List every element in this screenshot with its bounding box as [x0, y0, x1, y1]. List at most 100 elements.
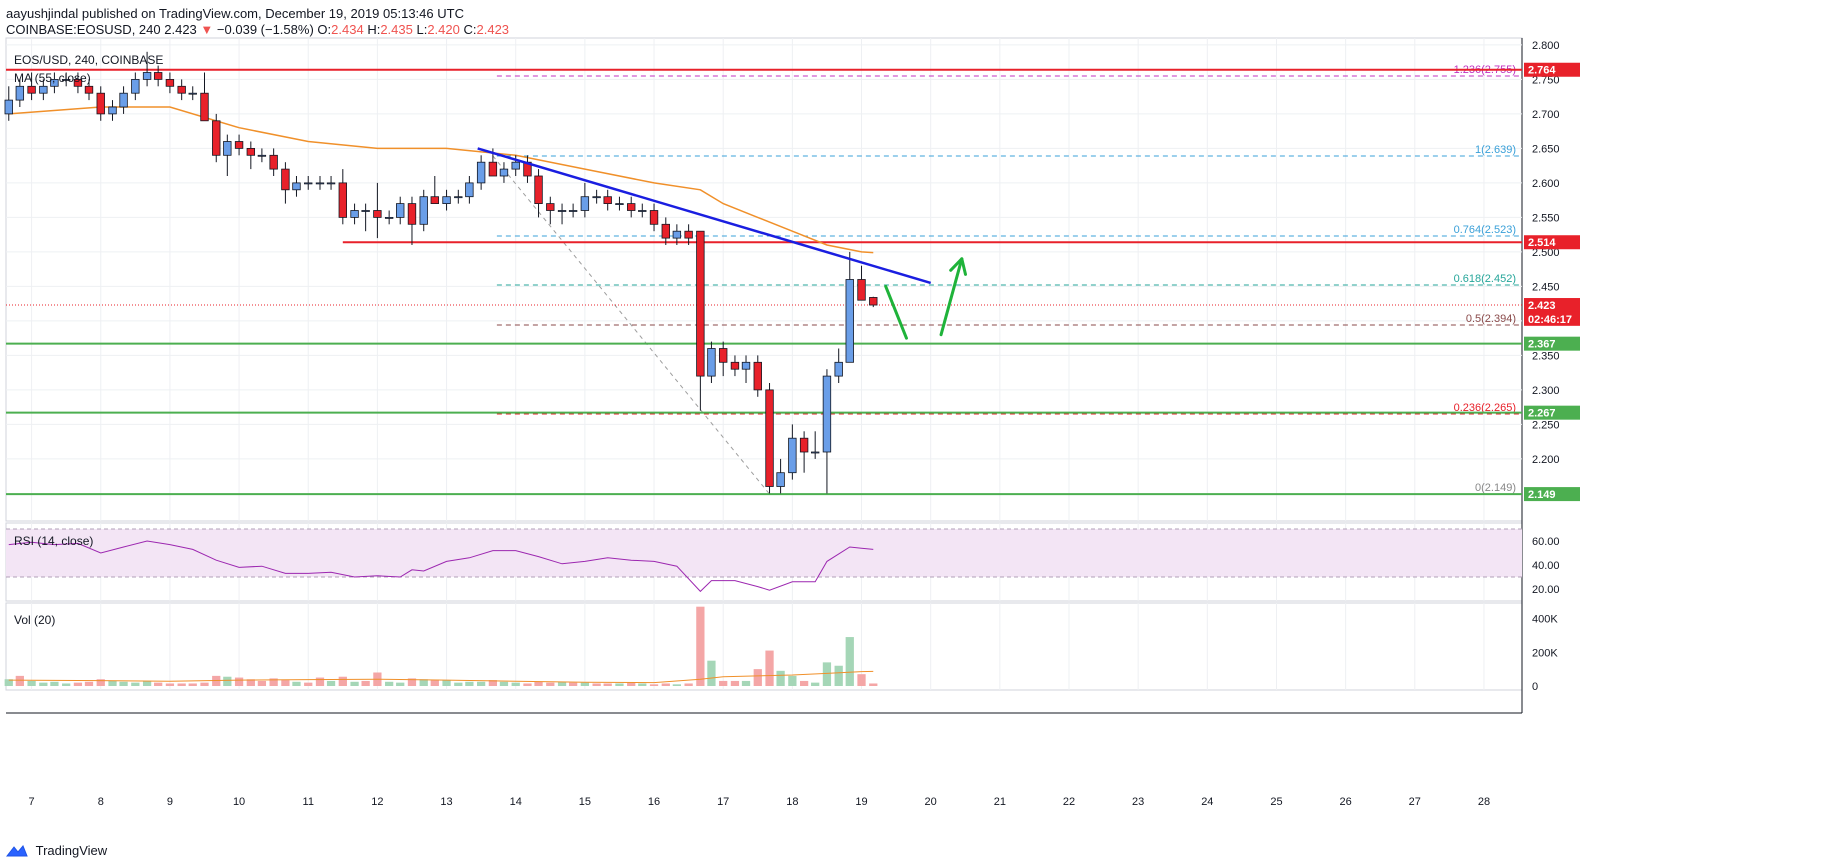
- time-tick-label: 20: [925, 796, 937, 808]
- volume-bar: [361, 680, 370, 686]
- candle: [396, 196, 405, 225]
- volume-bar: [638, 683, 647, 686]
- candle: [96, 86, 105, 121]
- volume-bar: [719, 680, 728, 686]
- price-tags: 2.764 2.514 2.423 02:46:17 2.367 2.267 2.149: [1524, 62, 1580, 502]
- high-value: 2.435: [380, 22, 413, 37]
- price-tag-bg: [1524, 405, 1580, 420]
- volume-bar: [661, 683, 670, 686]
- candle-body: [384, 216, 394, 219]
- rsi-series: [6, 528, 1522, 593]
- author-name[interactable]: aayushjindal: [6, 6, 79, 21]
- candle: [188, 86, 197, 101]
- price-tag: 2.764: [1524, 62, 1580, 77]
- candle-body: [638, 210, 647, 212]
- candle: [419, 189, 428, 232]
- volume-tick-label: 0: [1532, 681, 1538, 693]
- candle: [580, 182, 590, 218]
- candle-body: [234, 141, 244, 149]
- price-tick-label: 2.500: [1532, 247, 1560, 259]
- volume-bar: [223, 676, 232, 686]
- candle-body: [131, 79, 140, 94]
- candle-body: [557, 210, 567, 212]
- candle: [350, 203, 359, 225]
- volume-bar: [811, 682, 820, 686]
- volume-bar: [326, 680, 336, 686]
- volume-bar: [50, 681, 59, 686]
- volume-bar: [568, 682, 578, 686]
- candle-body: [788, 437, 797, 474]
- volume-bar: [269, 678, 278, 686]
- volume-bar: [39, 682, 48, 686]
- price-tag: 2.423: [1524, 298, 1580, 313]
- volume-bar: [822, 662, 832, 686]
- fib-level-label: 0.764(2.523): [1454, 224, 1516, 236]
- time-tick-label: 22: [1063, 796, 1075, 808]
- candle: [84, 79, 94, 101]
- fib-level-label: 0.236(2.265): [1454, 402, 1516, 414]
- candle: [384, 210, 394, 225]
- candle: [788, 424, 797, 480]
- footer-branding[interactable]: TradingView: [6, 842, 107, 864]
- price-tag-label: 2.367: [1528, 339, 1556, 351]
- tradingview-logo-icon: [6, 844, 28, 857]
- volume-bar: [142, 680, 152, 686]
- volume-bar: [396, 682, 405, 686]
- projection-arrows: [884, 257, 967, 340]
- candle-body: [96, 92, 105, 115]
- volume-bar: [119, 681, 128, 686]
- volume-ma-line: [8, 670, 874, 684]
- volume-bar: [257, 680, 267, 686]
- candle: [257, 148, 267, 163]
- volume-bar: [96, 679, 105, 686]
- candle: [845, 251, 854, 363]
- candle-body: [108, 106, 117, 115]
- candle-body: [142, 72, 152, 80]
- volume-bar: [246, 679, 255, 686]
- candle-body: [465, 182, 474, 198]
- price-tag: 2.514: [1524, 235, 1580, 250]
- candle-body: [281, 168, 290, 191]
- candle: [730, 355, 740, 377]
- candle: [338, 169, 348, 225]
- pane-frames: [5, 37, 1523, 714]
- candle: [108, 100, 117, 121]
- candle-body: [568, 210, 578, 212]
- candle-body: [257, 154, 267, 157]
- price-tick-label: 2.350: [1532, 350, 1560, 362]
- volume-bar: [188, 683, 197, 686]
- volume-bar: [234, 677, 244, 686]
- candle-body: [292, 182, 301, 191]
- candle-body: [84, 85, 94, 94]
- volume-bar: [776, 670, 785, 686]
- volume-bar: [672, 684, 681, 686]
- time-tick-label: 19: [855, 796, 867, 808]
- time-tick-label: 11: [303, 796, 314, 808]
- candle: [50, 72, 59, 94]
- fib-level-label: 1(2.639): [1475, 144, 1516, 156]
- candle: [741, 355, 751, 383]
- volume-bar: [15, 675, 24, 686]
- time-tick-label: 8: [98, 796, 104, 808]
- candle-body: [707, 348, 716, 377]
- rsi-tick-label: 60.00: [1532, 536, 1560, 548]
- candle: [246, 141, 256, 170]
- volume-bar: [557, 681, 567, 686]
- candle-body: [442, 196, 451, 204]
- candle: [546, 196, 555, 225]
- time-tick-label: 27: [1409, 796, 1421, 808]
- price-tag-label: 2.267: [1528, 408, 1556, 420]
- price-tick-label: 2.750: [1532, 74, 1560, 86]
- candle: [869, 296, 878, 308]
- candle: [627, 196, 636, 218]
- volume-bar: [649, 684, 659, 686]
- candle: [177, 79, 186, 101]
- price-tag-label: 2.514: [1528, 237, 1556, 249]
- open-value: 2.434: [331, 22, 364, 37]
- time-tick-label: 16: [648, 796, 660, 808]
- volume-bar: [845, 637, 854, 686]
- candle-body: [730, 361, 740, 370]
- arrow-shaft: [884, 284, 908, 340]
- volume-bar: [788, 675, 797, 686]
